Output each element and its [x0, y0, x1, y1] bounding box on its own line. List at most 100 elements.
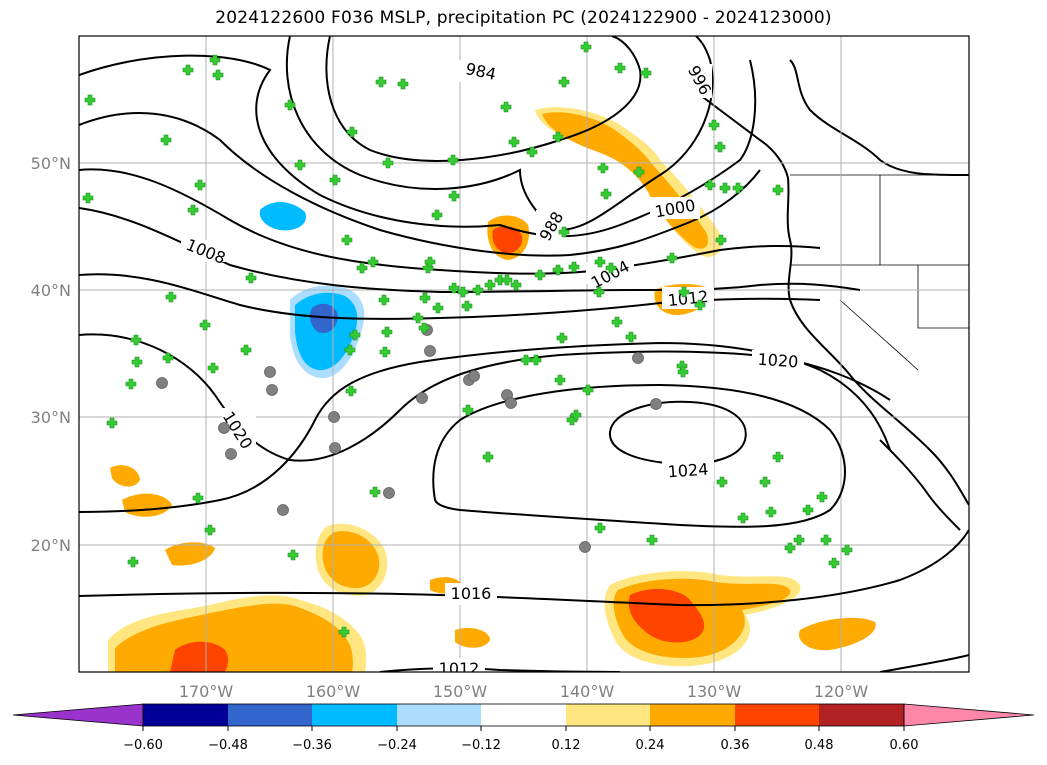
- station-plus-marker: [419, 292, 431, 304]
- label-bg: [433, 658, 485, 672]
- station-plus-marker: [666, 252, 678, 264]
- colorbar-segment: [566, 704, 650, 726]
- station-plus-marker: [84, 94, 96, 106]
- station-plus-marker: [614, 62, 626, 74]
- station-plus-marker: [329, 174, 341, 186]
- station-plus-marker: [209, 54, 221, 66]
- station-plus-marker: [633, 166, 645, 178]
- map-title: 2024122600 F036 MSLP, precipitation PC (…: [215, 8, 832, 28]
- station-plus-marker: [597, 162, 609, 174]
- label-bg: [650, 197, 700, 219]
- station-plus-marker: [431, 209, 443, 221]
- station-circle-marker: [218, 422, 230, 434]
- label-bg: [752, 350, 804, 372]
- lon-label: 160°W: [306, 682, 361, 701]
- coastline-baja: [879, 439, 961, 531]
- colorbar-tick: 0.36: [721, 738, 750, 753]
- colorbar-tick: −0.48: [208, 738, 248, 753]
- station-plus-marker: [199, 319, 211, 331]
- station-circle-marker: [156, 377, 168, 389]
- station-plus-marker: [382, 157, 394, 169]
- precip-area-red: [170, 641, 229, 672]
- colorbar-segment: [143, 704, 228, 726]
- station-circle-marker: [650, 398, 662, 410]
- precip-area-cyan: [259, 201, 306, 231]
- station-plus-marker: [611, 316, 623, 328]
- station-plus-marker: [552, 264, 564, 276]
- station-plus-marker: [694, 299, 706, 311]
- isobar-992: [79, 54, 757, 238]
- station-circle-marker: [579, 541, 591, 553]
- station-plus-marker: [82, 192, 94, 204]
- station-plus-marker: [816, 491, 828, 503]
- station-circle-marker: [329, 442, 341, 454]
- lat-label: 40°N: [31, 281, 71, 300]
- station-plus-marker: [130, 334, 142, 346]
- station-plus-marker: [500, 101, 512, 113]
- station-plus-marker: [820, 534, 832, 546]
- colorbar-tick: −0.36: [292, 738, 332, 753]
- label-bg: [459, 60, 503, 82]
- station-plus-marker: [412, 312, 424, 324]
- station-plus-marker: [508, 136, 520, 148]
- station-plus-marker: [106, 417, 118, 429]
- station-plus-marker: [719, 182, 731, 194]
- station-plus-marker: [600, 188, 612, 200]
- station-plus-marker: [131, 356, 143, 368]
- station-plus-marker: [472, 284, 484, 296]
- lat-label: 20°N: [31, 536, 71, 555]
- station-plus-marker: [556, 332, 568, 344]
- station-plus-marker: [294, 159, 306, 171]
- colorbar-tick: 0.12: [552, 738, 581, 753]
- station-plus-marker: [367, 256, 379, 268]
- station-plus-marker: [582, 384, 594, 396]
- station-plus-marker: [369, 486, 381, 498]
- longitude-labels: 170°W 160°W 150°W 140°W 130°W 120°W: [179, 682, 869, 701]
- isobar-1020-closed: [432, 383, 846, 528]
- isobar-1000: [79, 112, 761, 257]
- station-circle-marker: [266, 384, 278, 396]
- station-plus-marker: [605, 262, 617, 274]
- station-plus-marker: [501, 274, 513, 286]
- station-plus-marker: [625, 331, 637, 343]
- lon-label: 120°W: [814, 682, 869, 701]
- colorbar-tick: 0.24: [636, 738, 665, 753]
- station-plus-marker: [457, 286, 469, 298]
- station-plus-marker: [375, 76, 387, 88]
- precip-area-orange: [165, 542, 215, 566]
- coastline-westcoast: [699, 94, 969, 506]
- station-plus-marker: [432, 302, 444, 314]
- station-plus-marker: [448, 190, 460, 202]
- station-plus-marker: [284, 99, 296, 111]
- station-plus-marker: [772, 184, 784, 196]
- station-circle-marker: [424, 345, 436, 357]
- station-plus-marker: [462, 404, 474, 416]
- station-plus-marker: [558, 76, 570, 88]
- station-plus-marker: [732, 182, 744, 194]
- isobar-1016: [79, 529, 969, 607]
- station-circle-marker: [264, 366, 276, 378]
- precip-shading: [108, 107, 876, 672]
- station-plus-marker: [165, 291, 177, 303]
- station-plus-marker: [461, 300, 473, 312]
- station-plus-marker: [520, 354, 532, 366]
- colorbar-segment: [481, 704, 566, 726]
- colorbar-segment: [228, 704, 312, 726]
- lon-label: 150°W: [433, 682, 488, 701]
- isobar-1004: [79, 168, 821, 275]
- station-plus-marker: [381, 326, 393, 338]
- state-borders: [790, 174, 969, 371]
- station-plus-marker: [187, 204, 199, 216]
- station-plus-marker: [346, 126, 358, 138]
- colorbar-segment: [397, 704, 481, 726]
- station-plus-marker: [737, 512, 749, 524]
- station-plus-marker: [646, 534, 658, 546]
- lon-label: 140°W: [560, 682, 615, 701]
- station-plus-marker: [125, 378, 137, 390]
- colorbar: −0.60 −0.48 −0.36 −0.24 −0.12 0.12 0.24 …: [12, 703, 1035, 753]
- precip-area-orange: [799, 617, 876, 651]
- station-plus-marker: [594, 256, 606, 268]
- station-plus-marker: [356, 262, 368, 274]
- colorbar-extend-high: [903, 703, 1035, 727]
